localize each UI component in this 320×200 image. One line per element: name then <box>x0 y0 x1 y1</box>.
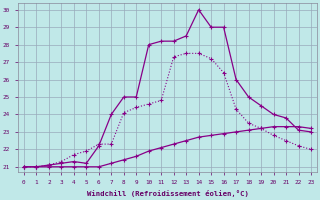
X-axis label: Windchill (Refroidissement éolien,°C): Windchill (Refroidissement éolien,°C) <box>86 190 248 197</box>
